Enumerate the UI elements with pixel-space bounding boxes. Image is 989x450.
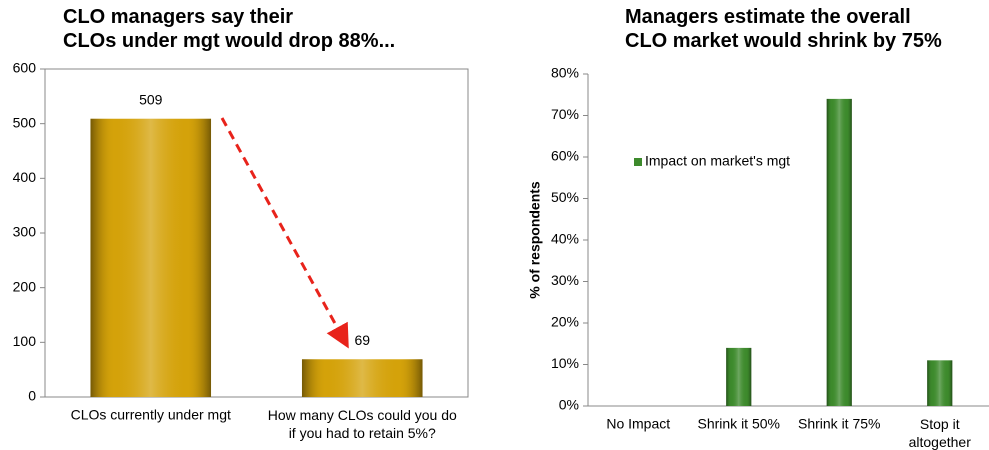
y-tick-label: 60% <box>551 148 579 164</box>
bar-group <box>826 98 852 407</box>
y-tick-label: 20% <box>551 314 579 330</box>
x-tick-label: No Impact <box>606 416 670 432</box>
bar-group <box>927 360 953 406</box>
legend-swatch <box>634 158 642 166</box>
bar-group <box>301 359 423 397</box>
y-tick-label: 10% <box>551 355 579 371</box>
chart-title: Managers estimate the overall CLO market … <box>625 6 942 52</box>
y-tick-label: 400 <box>13 169 37 185</box>
x-tick-label: Stop it altogether <box>909 416 972 450</box>
bar-shade <box>726 347 752 406</box>
bar-shade <box>927 360 953 406</box>
x-tick-label: CLOs currently under mgt <box>71 407 231 423</box>
y-tick-label: 0 <box>28 388 36 404</box>
y-tick-label: 30% <box>551 272 579 288</box>
y-tick-label: 600 <box>13 60 37 76</box>
y-tick-label: 70% <box>551 106 579 122</box>
annotation-arrow <box>220 117 349 349</box>
value-label: 69 <box>354 332 370 348</box>
bar-shade <box>826 98 852 407</box>
legend-label: Impact on market's mgt <box>645 153 790 169</box>
bar-shade <box>301 359 423 397</box>
y-tick-label: 100 <box>13 333 37 349</box>
y-tick-label: 80% <box>551 65 579 81</box>
y-tick-label: 200 <box>13 278 37 294</box>
y-tick-label: 300 <box>13 224 37 240</box>
value-label: 509 <box>139 91 163 107</box>
y-tick-label: 500 <box>13 114 37 130</box>
bar-group <box>90 118 212 397</box>
x-tick-label: How many CLOs could you do if you had to … <box>268 407 457 441</box>
x-tick-label: Shrink it 75% <box>798 416 880 432</box>
chart-title: CLO managers say their CLOs under mgt wou… <box>63 6 395 52</box>
y-tick-label: 50% <box>551 189 579 205</box>
bar-group <box>726 347 752 406</box>
y-axis-label: % of respondents <box>527 181 543 299</box>
y-tick-label: 0% <box>559 397 579 413</box>
y-tick-label: 40% <box>551 231 579 247</box>
x-tick-label: Shrink it 50% <box>698 416 780 432</box>
bar-shade <box>90 118 212 397</box>
